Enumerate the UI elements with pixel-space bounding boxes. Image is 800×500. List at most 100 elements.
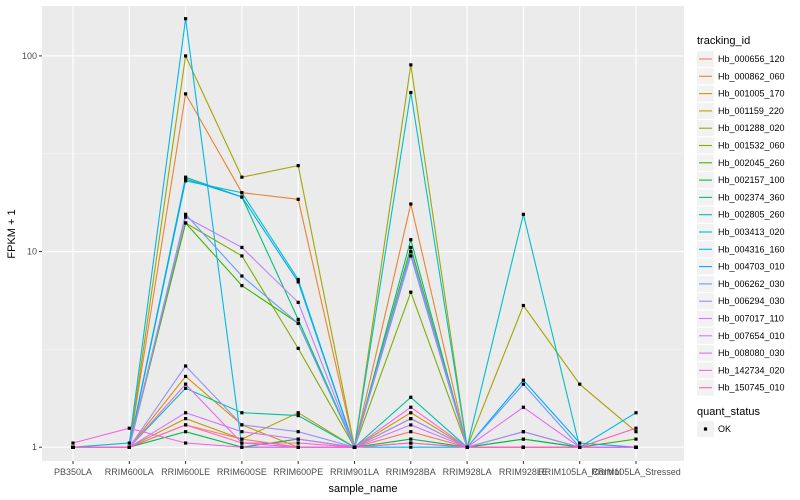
data-point bbox=[184, 175, 188, 179]
data-point bbox=[240, 441, 244, 445]
data-point bbox=[184, 417, 188, 421]
data-point bbox=[127, 445, 131, 449]
data-point bbox=[240, 274, 244, 278]
legend-label: Hb_001159_220 bbox=[718, 106, 784, 116]
data-point bbox=[521, 437, 525, 441]
data-point bbox=[184, 364, 188, 368]
data-point bbox=[184, 177, 188, 181]
data-point bbox=[409, 417, 413, 421]
data-point bbox=[240, 437, 244, 441]
data-point bbox=[184, 221, 188, 225]
data-point bbox=[184, 92, 188, 96]
data-point bbox=[184, 441, 188, 445]
data-point bbox=[296, 441, 300, 445]
x-axis: PB350LA RRIM600LA RRIM600LE RRIM600SE RRIM60… bbox=[54, 461, 681, 477]
data-point bbox=[296, 411, 300, 415]
data-point bbox=[184, 212, 188, 216]
legend-label: Hb_001288_020 bbox=[718, 123, 785, 133]
data-point bbox=[409, 238, 413, 242]
data-point bbox=[409, 441, 413, 445]
data-point bbox=[240, 195, 244, 199]
data-point bbox=[409, 430, 413, 434]
x-tick-label: RRIM928LE bbox=[499, 467, 548, 477]
data-point bbox=[409, 437, 413, 441]
data-point bbox=[127, 441, 131, 445]
legend-title: tracking_id bbox=[697, 35, 750, 47]
data-point bbox=[409, 245, 413, 250]
legend-label: Hb_007654_010 bbox=[718, 331, 785, 341]
legend-label: Hb_004703_010 bbox=[718, 262, 785, 272]
data-point bbox=[409, 202, 413, 206]
x-tick-label: PB350LA bbox=[54, 467, 92, 477]
data-point bbox=[521, 382, 525, 386]
legend-label: Hb_008080_030 bbox=[718, 348, 785, 358]
data-point bbox=[465, 445, 469, 449]
data-point bbox=[296, 437, 300, 441]
data-point bbox=[409, 411, 413, 415]
data-point bbox=[634, 411, 638, 415]
data-point bbox=[184, 386, 188, 390]
data-point bbox=[409, 63, 413, 67]
data-point bbox=[409, 254, 413, 258]
data-point bbox=[578, 382, 582, 386]
data-point bbox=[296, 346, 300, 350]
x-tick-label: RRIM600LA bbox=[105, 467, 154, 477]
legend-label: Hb_002805_260 bbox=[718, 210, 785, 220]
data-point bbox=[352, 445, 357, 449]
data-point bbox=[296, 197, 300, 201]
data-point bbox=[127, 426, 131, 430]
legend-label: Hb_000862_060 bbox=[718, 71, 785, 81]
data-point bbox=[296, 277, 300, 282]
data-point bbox=[409, 90, 413, 95]
data-point bbox=[240, 430, 244, 434]
x-tick-label: RRIM105LA_Control bbox=[538, 467, 621, 477]
legend-label: Hb_142734_020 bbox=[718, 365, 785, 375]
data-point bbox=[578, 441, 582, 445]
data-point bbox=[521, 405, 525, 409]
data-point bbox=[521, 430, 525, 434]
data-point bbox=[409, 395, 413, 399]
data-point bbox=[578, 445, 582, 449]
data-point bbox=[634, 437, 638, 441]
x-axis-title: sample_name bbox=[328, 483, 397, 495]
legend: tracking_id Hb_000656_120Hb_000862_060Hb… bbox=[697, 35, 785, 437]
data-point bbox=[409, 445, 413, 449]
data-point bbox=[409, 405, 413, 409]
data-point bbox=[184, 54, 188, 58]
data-point bbox=[184, 423, 188, 427]
data-point bbox=[521, 303, 525, 308]
y-axis: 1 10 100 bbox=[22, 51, 42, 452]
legend-label: Hb_001005_170 bbox=[718, 89, 785, 99]
point-legend-entries: OK bbox=[697, 421, 731, 437]
legend-label: Hb_002045_260 bbox=[718, 158, 785, 168]
data-point bbox=[240, 423, 244, 427]
data-point bbox=[240, 245, 244, 250]
data-point bbox=[184, 17, 188, 21]
plot-panel bbox=[42, 6, 684, 461]
y-tick-label: 100 bbox=[22, 51, 37, 61]
data-point bbox=[296, 300, 300, 304]
data-point bbox=[296, 164, 300, 168]
legend-label: Hb_150745_010 bbox=[718, 383, 785, 393]
x-tick-label: RRIM600SE bbox=[217, 467, 267, 477]
data-point bbox=[521, 378, 525, 382]
legend-label: Hb_006294_030 bbox=[718, 296, 785, 306]
x-tick-label: RRIM928LA bbox=[443, 467, 492, 477]
x-tick-label: RRIM600PE bbox=[273, 467, 323, 477]
y-tick-label: 10 bbox=[27, 247, 37, 257]
x-tick-label: RRIM901LA bbox=[330, 467, 379, 477]
data-point bbox=[240, 175, 244, 179]
data-point bbox=[296, 445, 300, 449]
legend-label: Hb_007017_110 bbox=[718, 314, 784, 324]
data-point bbox=[409, 249, 413, 254]
data-point bbox=[634, 445, 638, 449]
data-point bbox=[634, 430, 638, 434]
data-point bbox=[409, 423, 413, 427]
data-point bbox=[184, 430, 188, 434]
legend-label: Hb_004316_160 bbox=[718, 244, 785, 254]
data-point bbox=[296, 321, 300, 325]
y-tick-label: 1 bbox=[32, 442, 37, 452]
data-point bbox=[296, 280, 300, 284]
data-point bbox=[184, 374, 188, 379]
